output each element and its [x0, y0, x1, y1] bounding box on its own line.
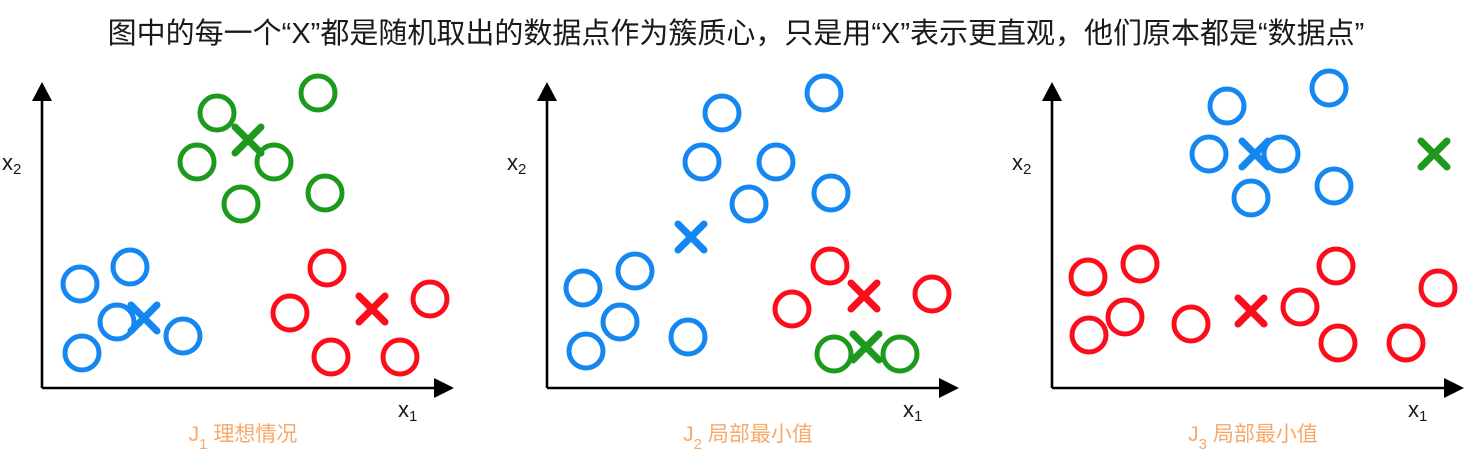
svg-text:x2: x2	[507, 150, 526, 178]
svg-text:x2: x2	[2, 150, 21, 178]
svg-text:x2: x2	[1012, 150, 1031, 178]
